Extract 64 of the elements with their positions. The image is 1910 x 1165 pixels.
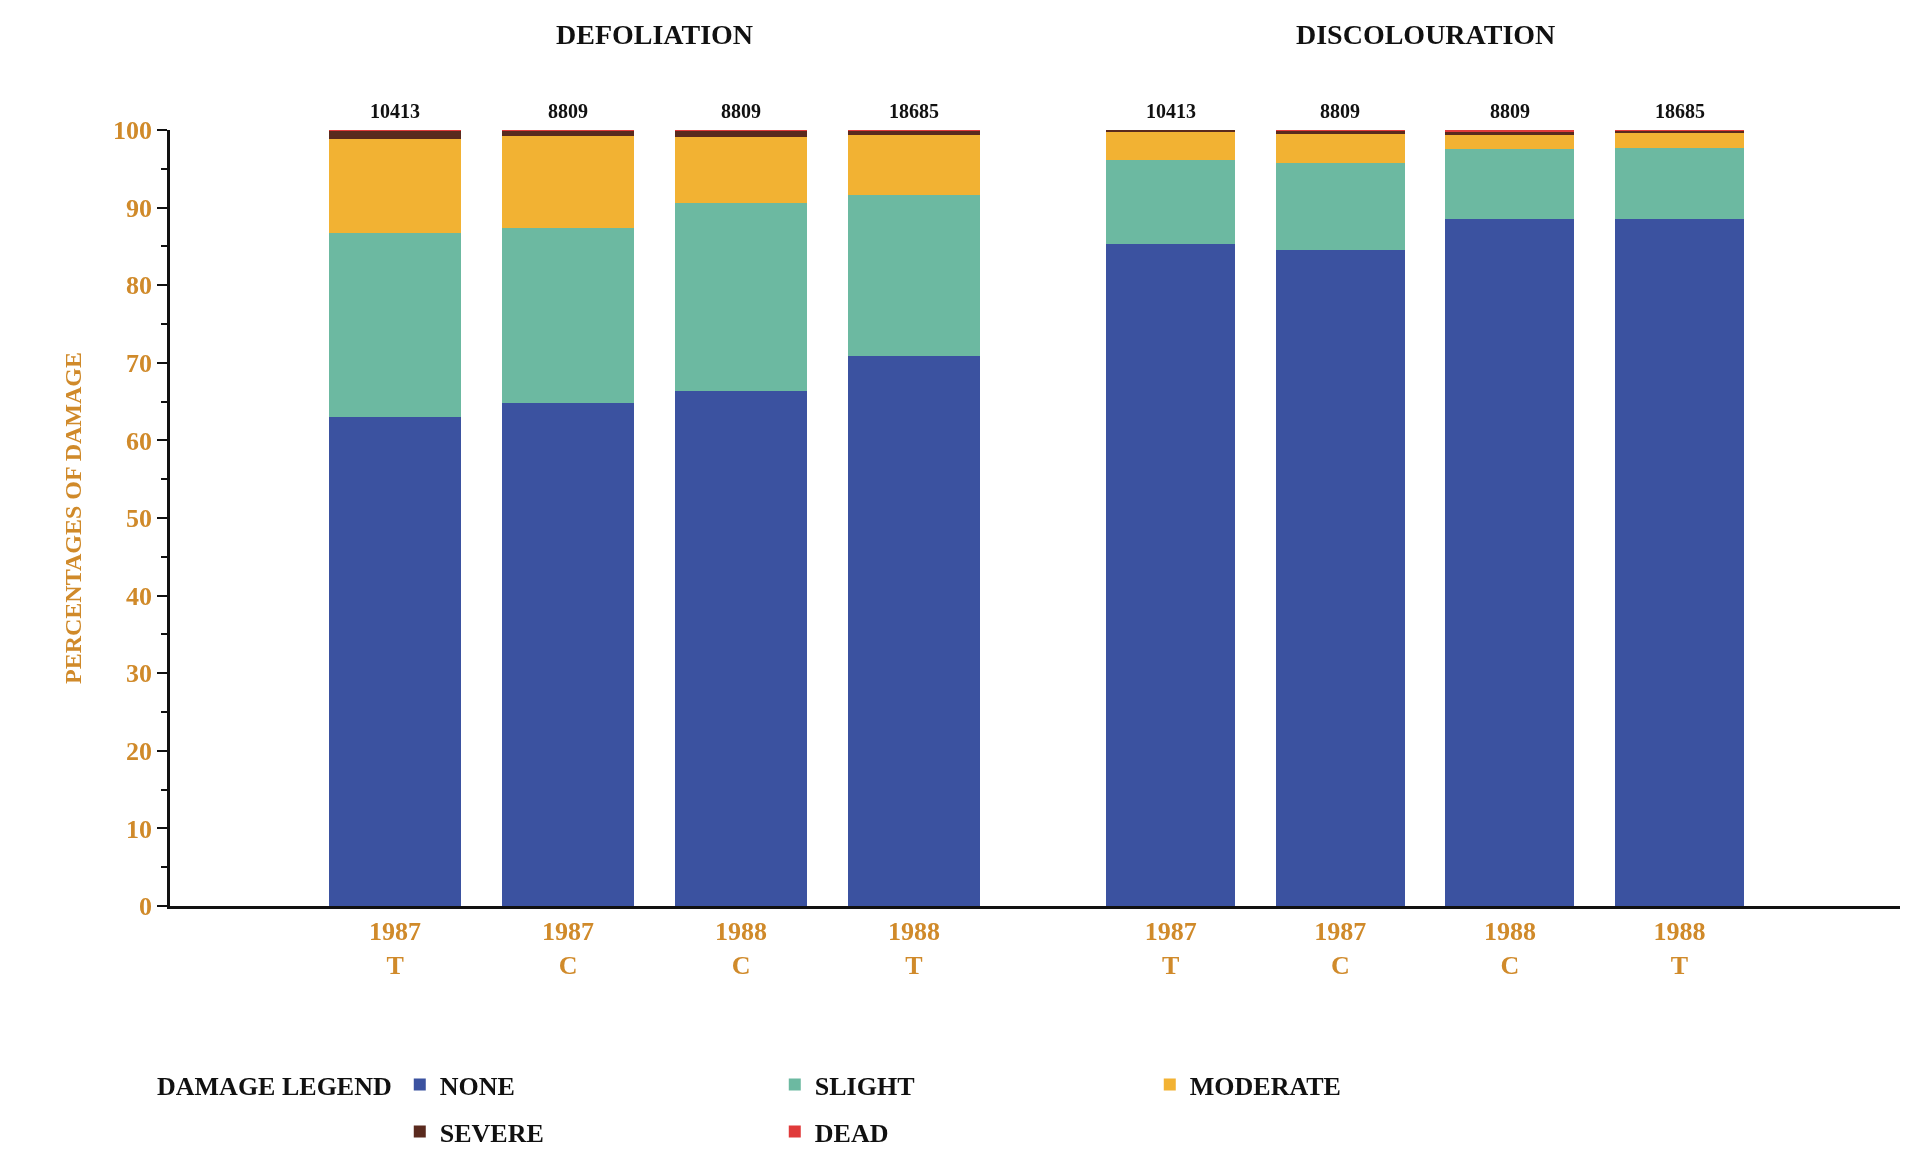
y-axis-title: PERCENTAGES OF DAMAGE <box>60 351 87 685</box>
bar <box>502 227 634 404</box>
bar <box>1615 219 1744 906</box>
y-tick-label: 90 <box>126 193 152 223</box>
x-tick-label: 1988 T <box>888 917 941 980</box>
x-tick-label: 1988 T <box>1653 917 1706 980</box>
legend-title: DAMAGE LEGEND <box>157 1072 392 1101</box>
bar <box>1615 147 1744 220</box>
bar <box>329 417 461 906</box>
bar <box>675 390 807 906</box>
bar <box>848 355 980 906</box>
bar <box>1275 163 1405 250</box>
y-tick-label: 50 <box>126 504 152 534</box>
x-tick-label: 1987 T <box>1144 917 1197 980</box>
bar <box>1106 244 1236 906</box>
annotation: 8809 <box>1490 100 1530 122</box>
bar <box>675 136 807 203</box>
bar <box>1445 134 1575 150</box>
y-tick-label: 100 <box>113 116 152 146</box>
bar <box>848 195 980 356</box>
x-tick-label: 1987 C <box>1314 917 1367 980</box>
bar <box>675 202 807 391</box>
legend-label: NONE <box>439 1071 515 1101</box>
legend-label: SEVERE <box>439 1118 544 1148</box>
y-tick-label: 70 <box>126 348 152 378</box>
annotation: 8809 <box>721 100 761 122</box>
legend-label: SLIGHT <box>814 1071 915 1101</box>
x-tick-label: 1988 C <box>1483 917 1536 980</box>
y-tick-label: 20 <box>126 736 152 766</box>
x-tick-label: 1988 C <box>715 917 768 980</box>
bar <box>502 130 634 137</box>
bar <box>675 130 807 137</box>
annotation: 8809 <box>1320 100 1360 122</box>
chart-title: DISCOLOURATION <box>1296 19 1556 50</box>
bar <box>1106 132 1236 161</box>
y-tick-label: 0 <box>139 892 152 922</box>
y-tick-label: 80 <box>126 271 152 301</box>
x-tick-label: 1987 C <box>542 917 595 980</box>
bar <box>1275 133 1405 164</box>
bar <box>329 233 461 418</box>
y-tick-label: 40 <box>126 581 152 611</box>
annotation: 18685 <box>1655 100 1705 122</box>
bar <box>502 403 634 906</box>
bar <box>848 135 980 196</box>
legend-label: MODERATE <box>1189 1071 1341 1101</box>
y-tick-label: 30 <box>126 659 152 689</box>
bar <box>1445 219 1575 906</box>
x-tick-label: 1987 T <box>369 917 422 980</box>
bar <box>1275 249 1405 906</box>
bar <box>1106 160 1236 245</box>
bar <box>1615 133 1744 148</box>
bar <box>329 130 461 139</box>
annotation: 10413 <box>1146 100 1196 122</box>
y-tick-label: 10 <box>126 814 152 844</box>
bar <box>848 130 980 136</box>
annotation: 8809 <box>548 100 588 122</box>
bar <box>1445 149 1575 220</box>
bar <box>502 136 634 228</box>
bar <box>329 138 461 234</box>
y-tick-label: 60 <box>126 426 152 456</box>
chart-title: DEFOLIATION <box>556 19 754 50</box>
annotation: 10413 <box>370 100 420 122</box>
annotation: 18685 <box>889 100 939 122</box>
legend-label: DEAD <box>814 1118 889 1148</box>
